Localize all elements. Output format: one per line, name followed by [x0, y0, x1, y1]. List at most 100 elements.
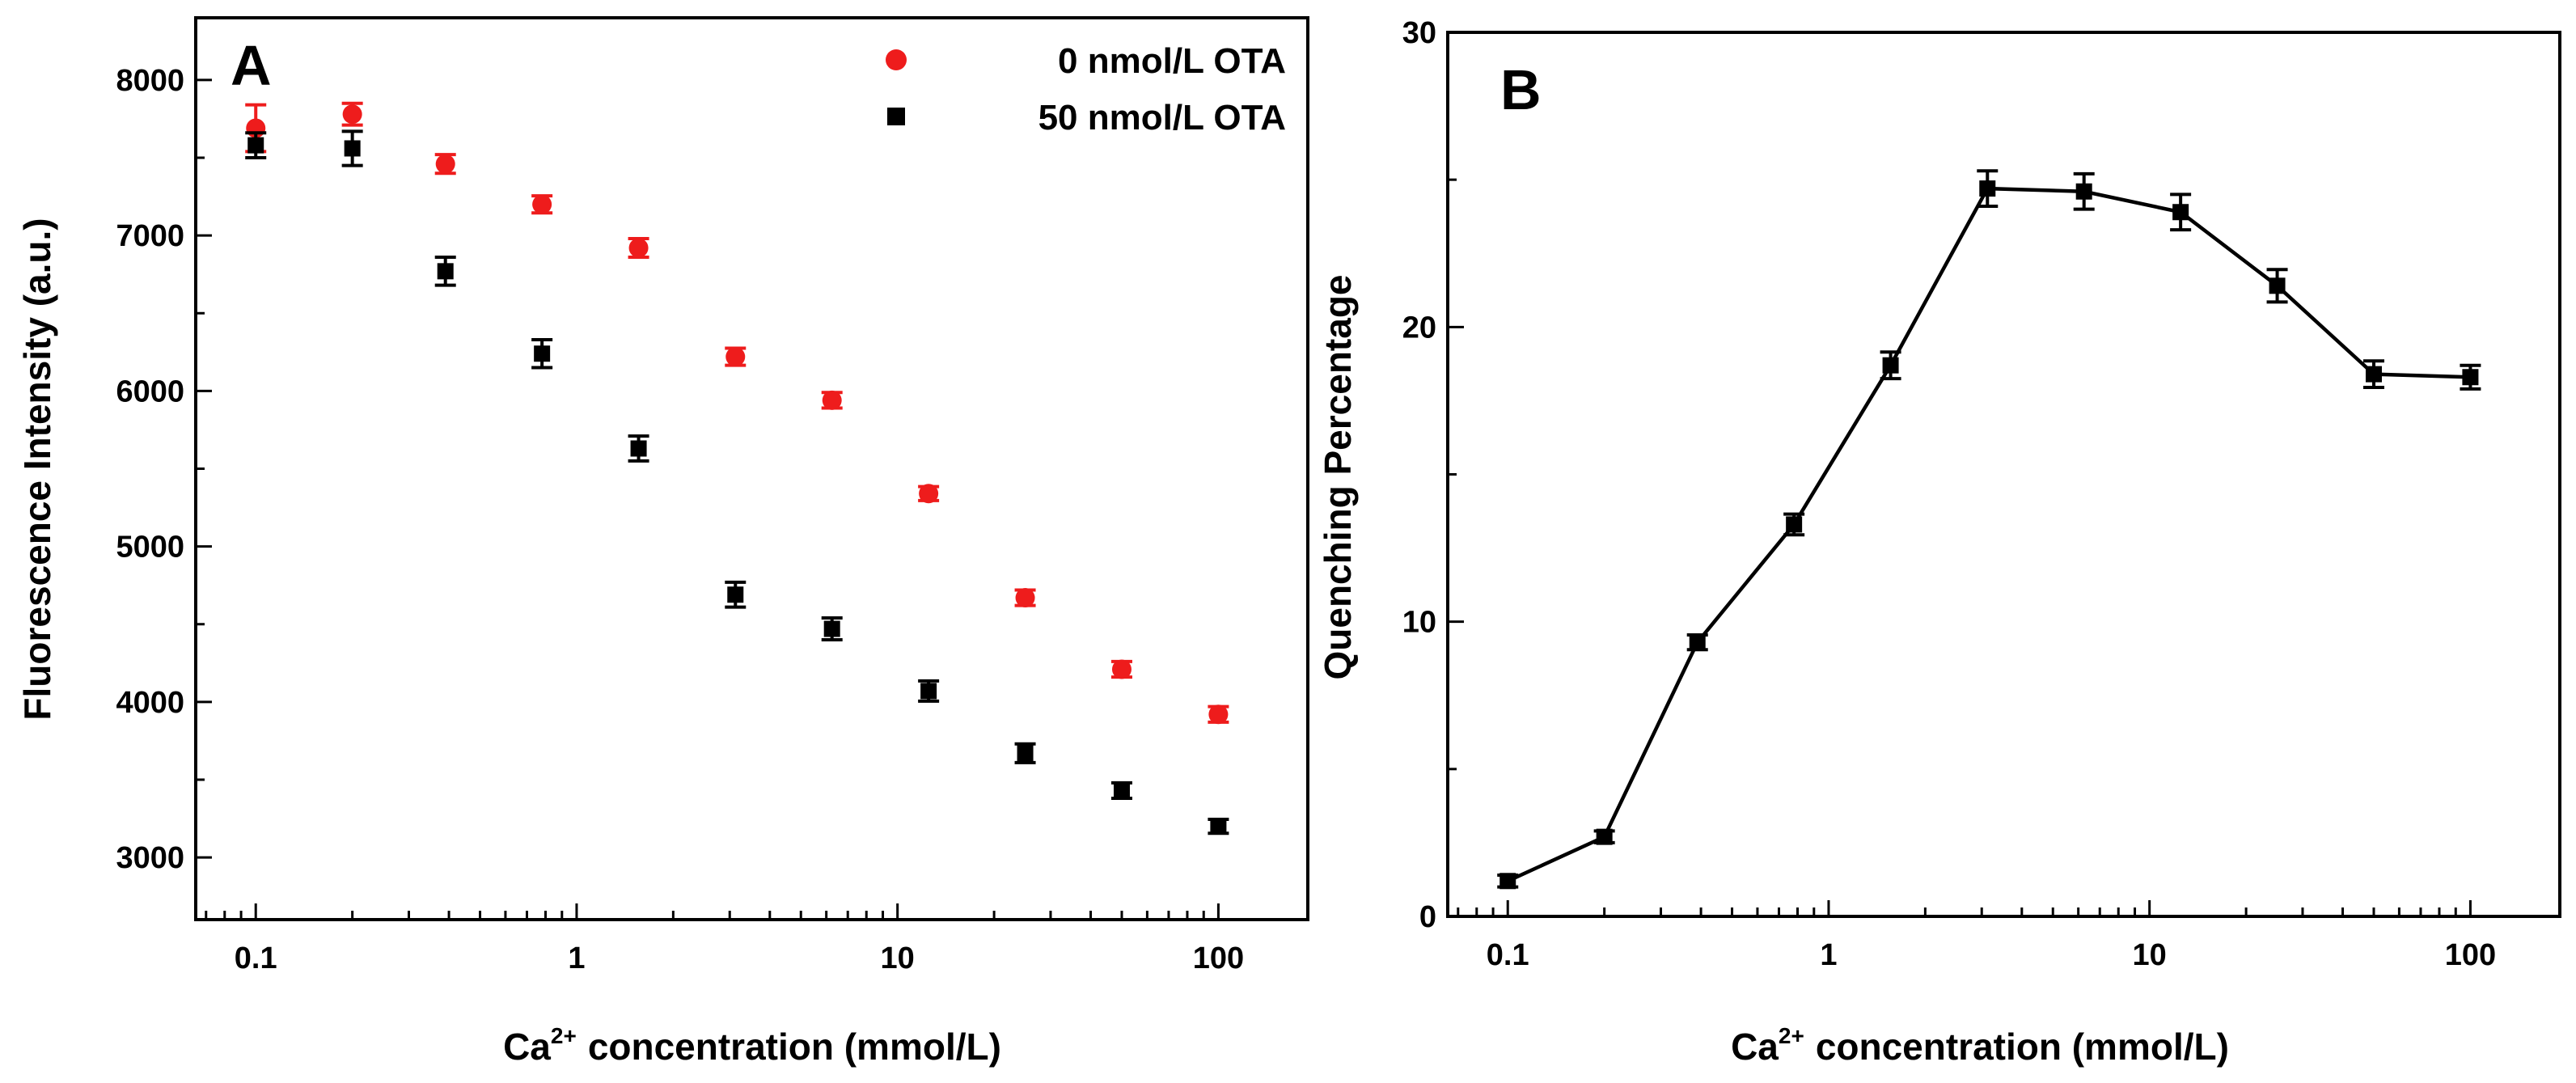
data-point	[2362, 359, 2384, 390]
panel-a-y-axis-title: Fluorescence Intensity (a.u.)	[16, 218, 58, 720]
marker-circle	[1208, 704, 1229, 725]
panel-a-x-axis-title: Ca2+ concentration (mmol/L)	[503, 1023, 1001, 1068]
data-point	[1977, 169, 1999, 208]
marker-square	[1786, 516, 1803, 533]
panel-b-data	[1497, 169, 2481, 890]
panel-a-data	[245, 101, 1229, 836]
data-point	[531, 194, 553, 215]
data-point	[1208, 704, 1229, 725]
panel-b-x-tick-label: 100	[2445, 938, 2496, 972]
panel-a-y-tick-labels: 3000 4000 5000 6000 7000 8000	[116, 64, 184, 875]
data-point	[1686, 633, 1708, 652]
panel-a-plot-frame	[194, 16, 1309, 921]
data-point	[1014, 588, 1036, 608]
panel-a-y-tick-label: 3000	[116, 841, 184, 875]
panel-a-x-tick-label: 100	[1193, 941, 1244, 975]
x-axis-title-rest: concentration (mmol/L)	[588, 1026, 1001, 1068]
marker-square	[920, 683, 937, 700]
panel-b-ticks	[1448, 31, 2472, 918]
data-point	[821, 616, 843, 641]
panel-b-y-tick-label: 0	[1419, 900, 1436, 934]
panel-b-x-tick-label: 10	[2133, 938, 2167, 972]
x-axis-title-rest: concentration (mmol/L)	[1816, 1026, 2229, 1068]
marker-square	[727, 586, 744, 603]
legend-label-50-nmol: 50 nmol/L OTA	[1038, 98, 1286, 137]
data-point	[434, 153, 456, 176]
data-point	[245, 131, 267, 160]
legend-marker-red-circle	[886, 49, 907, 70]
panel-a-ticks	[196, 78, 1220, 920]
panel-a-y-tick-label: 6000	[116, 374, 184, 408]
panel-a-x-tick-labels: 0.1 1 10 100	[235, 941, 1244, 975]
panel-a-y-tick-label: 4000	[116, 686, 184, 720]
marker-circle	[342, 104, 362, 125]
marker-square	[823, 620, 840, 637]
panel-a-x-tick-label: 10	[881, 941, 915, 975]
data-point	[1110, 781, 1132, 801]
marker-square	[1882, 357, 1899, 374]
panel-b-chart: 0.1 1 10 100 0 10 20 30 B Quenching Perc…	[1317, 16, 2561, 1068]
data-point	[725, 580, 747, 609]
marker-square	[437, 263, 454, 280]
marker-circle	[435, 154, 455, 174]
data-point	[434, 256, 456, 287]
data-point	[725, 346, 747, 367]
panel-b-y-tick-label: 10	[1402, 606, 1436, 640]
legend-label-0-nmol: 0 nmol/L OTA	[1058, 41, 1286, 81]
data-point	[1497, 873, 1519, 890]
marker-circle	[628, 238, 649, 258]
panel-b-y-tick-label: 20	[1402, 311, 1436, 345]
panel-a-x-tick-label: 1	[568, 941, 585, 975]
marker-square	[1210, 818, 1227, 835]
marker-square	[534, 345, 551, 362]
panel-a-x-tick-label: 0.1	[235, 941, 277, 975]
marker-square	[344, 140, 361, 157]
panel-b-x-tick-labels: 0.1 1 10 100	[1487, 938, 2496, 972]
data-point	[531, 337, 553, 370]
data-point	[2170, 192, 2192, 232]
data-point	[1208, 818, 1229, 836]
marker-square	[2269, 277, 2286, 294]
series-line	[1507, 186, 2471, 883]
marker-circle	[725, 347, 746, 367]
panel-b-x-tick-label: 1	[1820, 938, 1837, 972]
panel-b-plot-frame	[1446, 31, 2561, 918]
x-axis-title-superscript: 2+	[551, 1023, 577, 1048]
data-point	[2460, 363, 2481, 391]
data-point	[1783, 512, 1805, 537]
data-point	[628, 434, 649, 463]
data-point	[918, 679, 940, 703]
panel-b-x-tick-label: 0.1	[1487, 938, 1529, 972]
data-point	[1014, 742, 1036, 764]
marker-square	[2075, 183, 2092, 200]
marker-square	[1017, 745, 1034, 762]
marker-circle	[822, 390, 842, 410]
data-point	[341, 101, 363, 127]
panel-a-chart: 0.1 1 10 100 3000 4000 5000 6000 7000 80…	[16, 16, 1309, 1068]
x-axis-title-superscript: 2+	[1779, 1023, 1804, 1048]
marker-square	[1113, 782, 1130, 799]
panel-a-y-tick-label: 7000	[116, 219, 184, 253]
data-point	[1880, 350, 1901, 381]
data-point	[341, 129, 363, 167]
marker-square	[247, 137, 264, 154]
panel-b-y-tick-label: 30	[1402, 16, 1436, 50]
marker-square	[1499, 873, 1516, 890]
data-point	[918, 484, 940, 504]
marker-square	[2462, 369, 2479, 386]
marker-square	[2365, 366, 2382, 383]
panel-a-y-tick-label: 8000	[116, 64, 184, 98]
x-axis-title-ca: Ca	[1731, 1026, 1779, 1068]
panel-b-y-tick-labels: 0 10 20 30	[1402, 16, 1436, 934]
legend-marker-black-square	[887, 108, 905, 125]
data-point	[821, 390, 843, 410]
data-point	[2073, 171, 2095, 211]
marker-circle	[1015, 588, 1035, 608]
panel-a-label: A	[231, 34, 272, 97]
panel-a-legend: 0 nmol/L OTA 50 nmol/L OTA	[886, 41, 1286, 137]
data-point	[2266, 268, 2288, 304]
panel-b-x-axis-title: Ca2+ concentration (mmol/L)	[1731, 1023, 2229, 1068]
x-axis-title-ca: Ca	[503, 1026, 551, 1068]
panel-b-label: B	[1500, 58, 1542, 121]
